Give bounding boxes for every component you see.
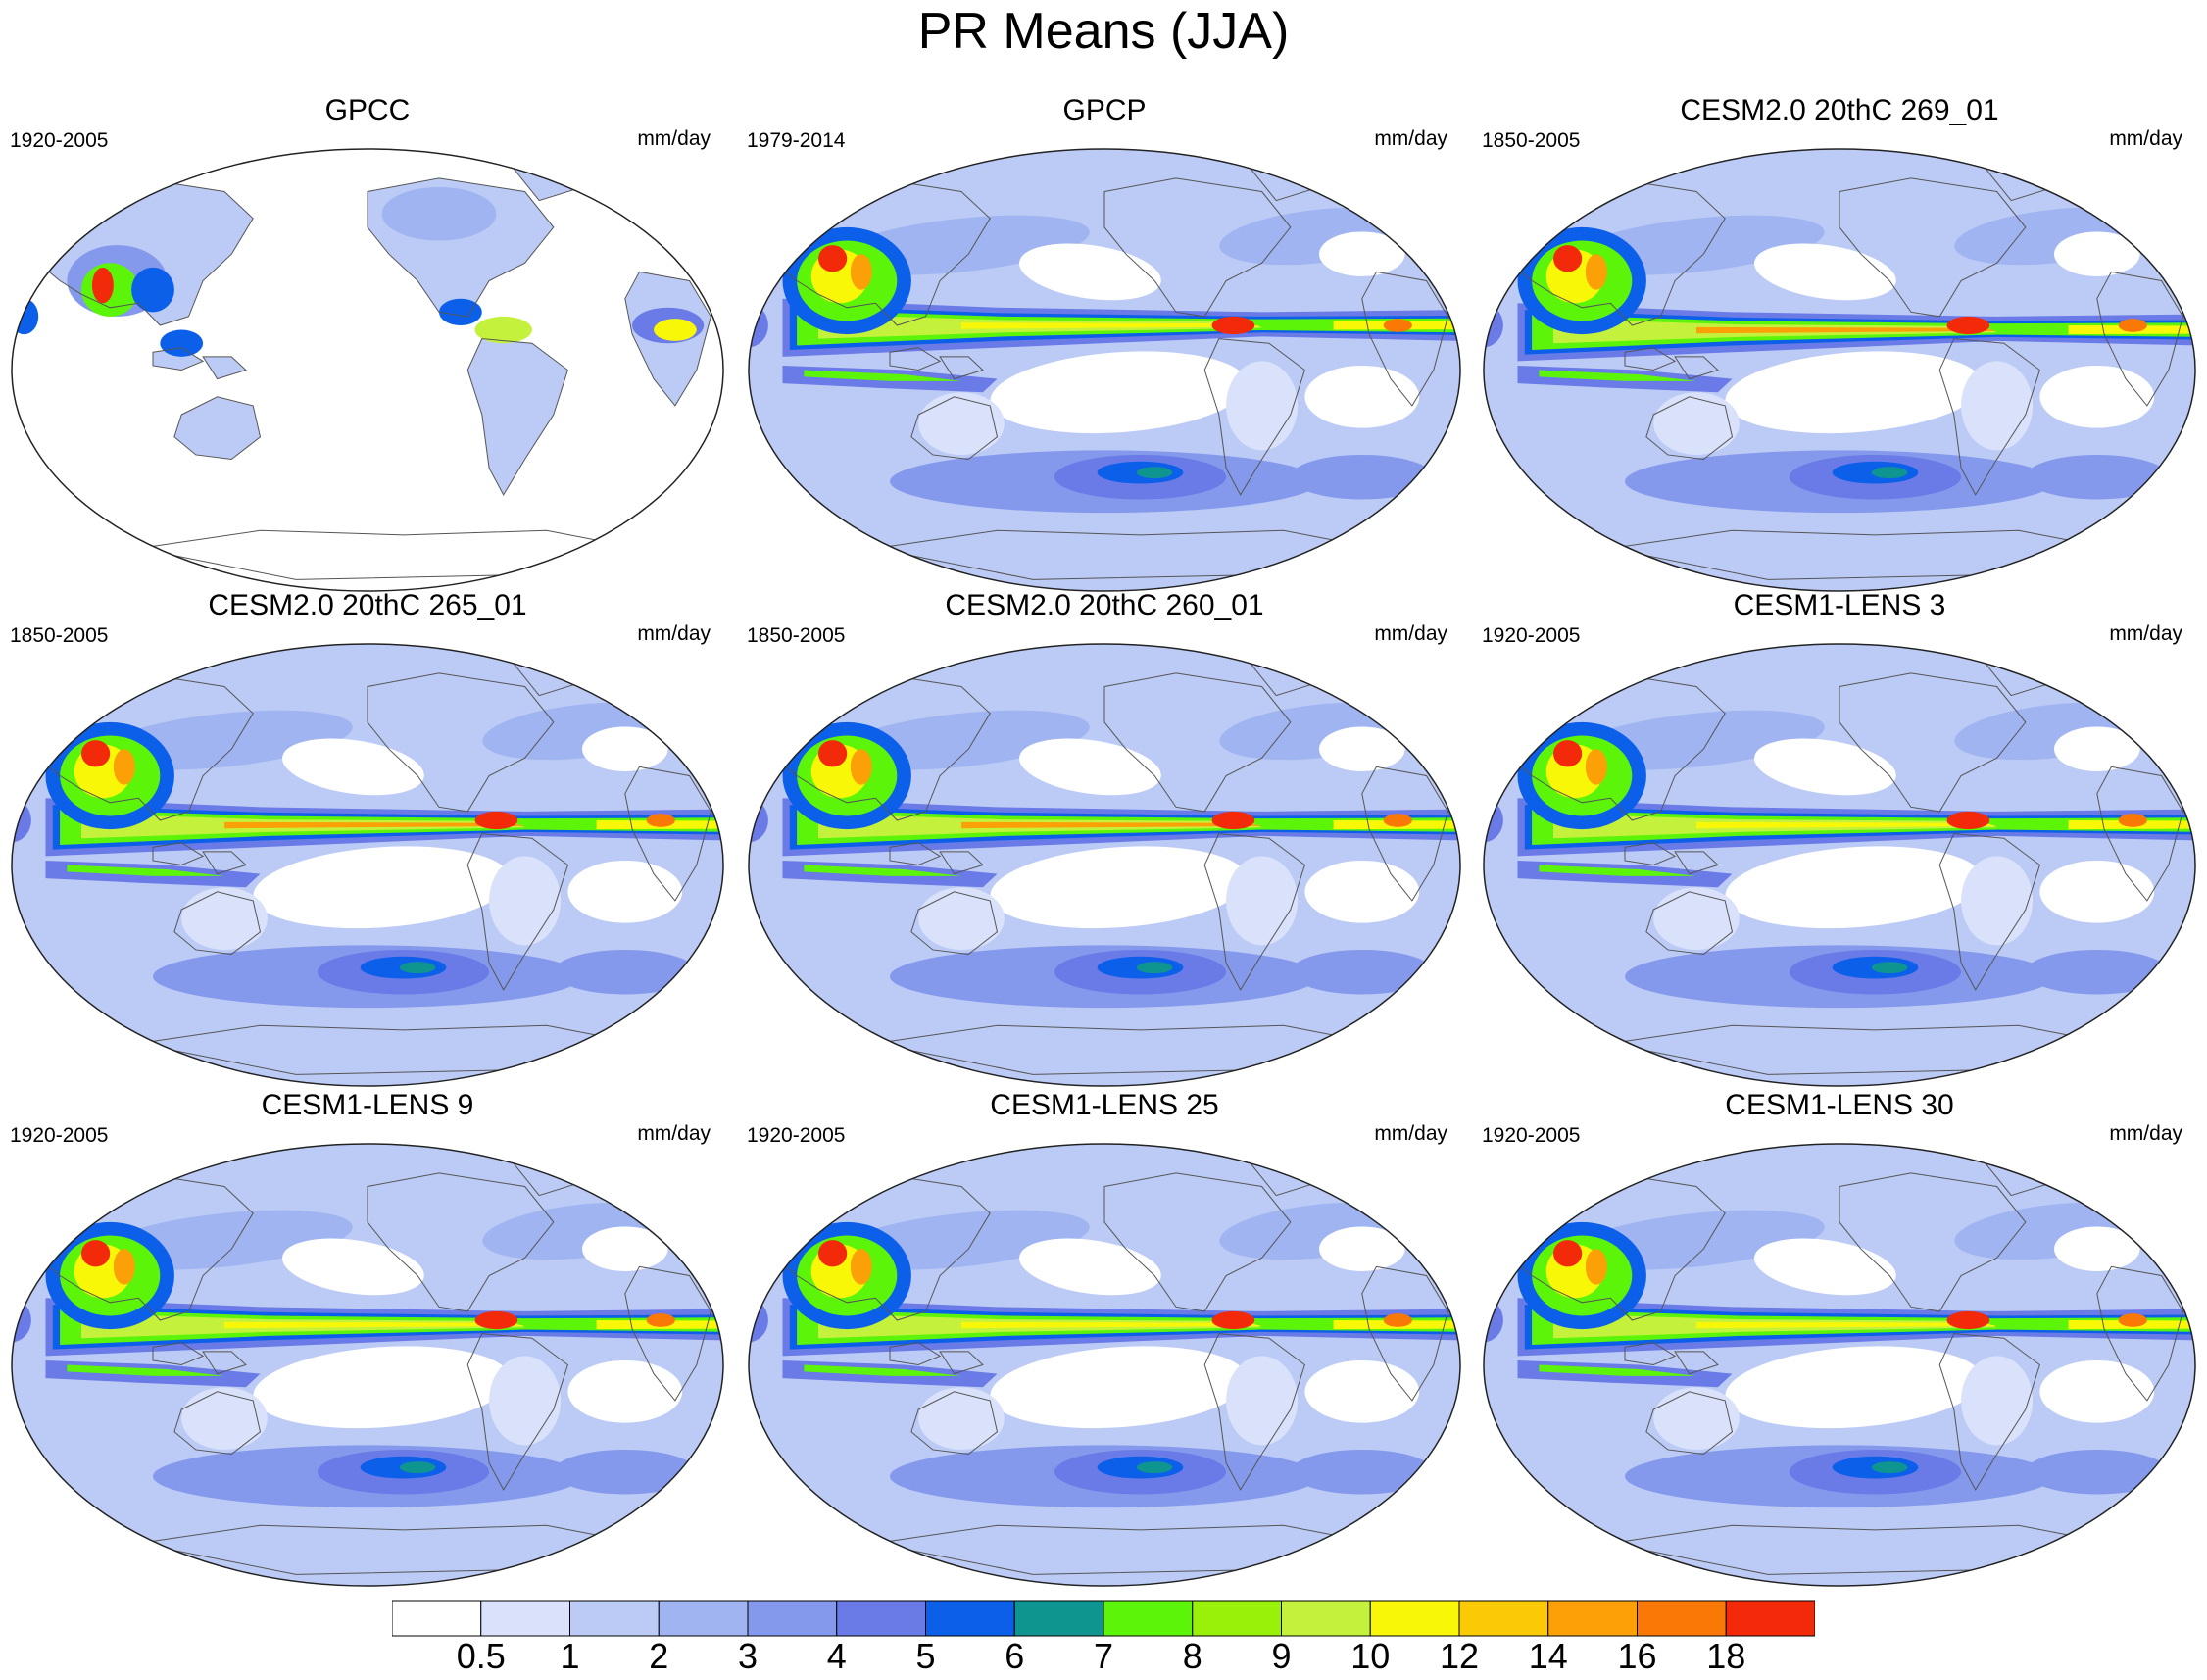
precipitation-field [12,1144,723,1586]
panel-title: CESM1-LENS 30 [1725,1089,1954,1121]
colorbar-box [569,1600,660,1637]
precipitation-field [749,1144,1460,1586]
map-panel: GPCC 1920-2005 mm/day [0,93,735,593]
colorbar-box [1458,1600,1549,1637]
panel-title: CESM2.0 20thC 265_01 [208,589,527,621]
colorbar-label: 5 [915,1636,936,1676]
colorbar-box [1013,1600,1104,1637]
colorbar-box [1637,1600,1727,1637]
precipitation-map [748,643,1461,1087]
precipitation-field [749,149,1460,591]
map-panel: GPCP 1979-2014 mm/day [737,93,1472,593]
panel-units: mm/day [1374,1122,1447,1145]
colorbar-box [658,1600,749,1637]
precipitation-map [748,1143,1461,1587]
panel-title: CESM2.0 20thC 269_01 [1680,94,1999,126]
panel-period: 1850-2005 [10,624,109,647]
panel-period: 1850-2005 [1482,129,1581,152]
panel-units: mm/day [2109,1122,2182,1145]
panel-period: 1920-2005 [10,1124,109,1147]
panel-title: GPCP [1062,94,1147,126]
panel-title: CESM1-LENS 3 [1733,589,1946,621]
precipitation-field [12,149,723,591]
panel-units: mm/day [637,622,711,645]
colorbar-labels: 0.5 1 2 3 4 5 6 7 8 9 10 12 14 16 18 [0,1637,2207,1680]
panel-period: 1920-2005 [1482,624,1581,647]
precipitation-map [11,643,724,1087]
precipitation-map [11,148,724,592]
colorbar-box [1547,1600,1638,1637]
panel-units: mm/day [637,1122,711,1145]
panel-period: 1920-2005 [1482,1124,1581,1147]
map-panel: CESM2.0 20thC 260_01 1850-2005 mm/day [737,588,1472,1088]
colorbar-label: 10 [1350,1636,1391,1676]
colorbar-label: 7 [1093,1636,1114,1676]
colorbar-box [747,1600,838,1637]
panel-units: mm/day [637,127,711,150]
panel-units: mm/day [2109,622,2182,645]
panel-period: 1920-2005 [10,129,109,152]
panel-period: 1850-2005 [747,624,846,647]
colorbar-label: 4 [826,1636,847,1676]
colorbar-label: 12 [1439,1636,1480,1676]
precipitation-map [1483,148,2196,592]
colorbar-box [480,1600,570,1637]
panel-period: 1920-2005 [747,1124,846,1147]
colorbar-label: 2 [649,1636,669,1676]
colorbar-label: 6 [1005,1636,1025,1676]
precipitation-field [1484,1144,2195,1586]
colorbar-box [1725,1600,1815,1637]
colorbar-box [925,1600,1015,1637]
precipitation-field [12,644,723,1086]
precipitation-map [748,148,1461,592]
precipitation-field [1484,644,2195,1086]
map-panel: CESM1-LENS 30 1920-2005 mm/day [1472,1088,2207,1588]
panel-units: mm/day [2109,127,2182,150]
colorbar-box [1103,1600,1194,1637]
colorbar-label: 0.5 [456,1636,506,1676]
colorbar-box [1281,1600,1371,1637]
colorbar-label: 18 [1706,1636,1746,1676]
colorbar-label: 16 [1617,1636,1657,1676]
map-panel: CESM2.0 20thC 265_01 1850-2005 mm/day [0,588,735,1088]
colorbar-box [836,1600,926,1637]
colorbar-label: 8 [1182,1636,1202,1676]
figure-title: PR Means (JJA) [917,3,1290,60]
colorbar-label: 3 [737,1636,759,1676]
panel-title: CESM1-LENS 9 [261,1089,474,1121]
colorbar-box [392,1600,482,1637]
map-panel: CESM2.0 20thC 269_01 1850-2005 mm/day [1472,93,2207,593]
precipitation-field [1484,149,2195,591]
colorbar-label: 1 [560,1636,580,1676]
colorbar-box [1192,1600,1282,1637]
map-panel: CESM1-LENS 9 1920-2005 mm/day [0,1088,735,1588]
colorbar-label: 14 [1528,1636,1568,1676]
map-panel: CESM1-LENS 25 1920-2005 mm/day [737,1088,1472,1588]
precipitation-map [11,1143,724,1587]
map-panel: CESM1-LENS 3 1920-2005 mm/day [1472,588,2207,1088]
precipitation-field [749,644,1460,1086]
panel-title: CESM1-LENS 25 [990,1089,1219,1121]
colorbar-box [1369,1600,1460,1637]
panel-title: CESM2.0 20thC 260_01 [945,589,1264,621]
panel-period: 1979-2014 [747,129,846,152]
panel-title: GPCC [324,94,411,126]
colorbar-label: 9 [1271,1636,1292,1676]
precipitation-map [1483,1143,2196,1587]
panel-units: mm/day [1374,622,1447,645]
colorbar [392,1600,1815,1637]
panel-units: mm/day [1374,127,1447,150]
precipitation-map [1483,643,2196,1087]
